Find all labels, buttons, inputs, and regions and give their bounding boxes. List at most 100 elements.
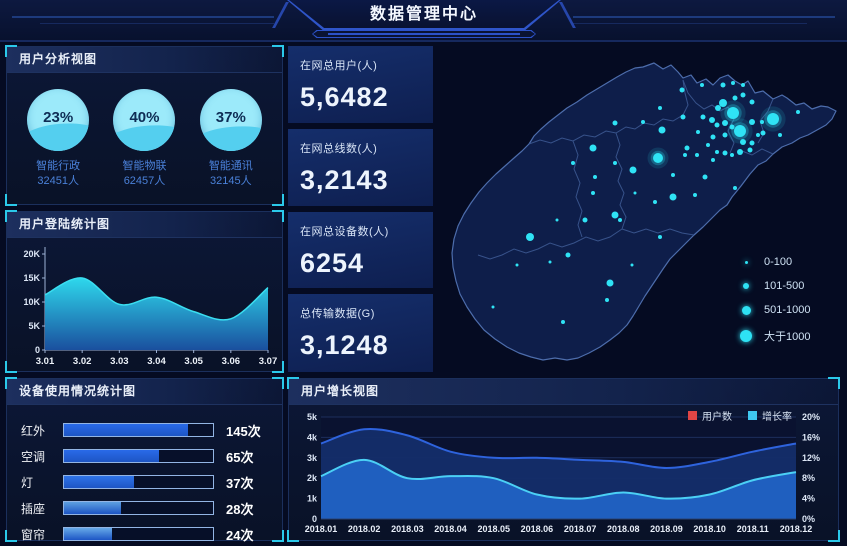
corner-bracket: [272, 194, 284, 206]
legend-item-users[interactable]: 用户数: [688, 408, 732, 423]
axis-label: 2018.05: [477, 524, 510, 534]
map-point: [719, 99, 727, 107]
stat-card-value: 6254: [300, 248, 365, 278]
growth-area-chart: 0 1k 2k 3k 4k 5k 0% 4% 8% 12% 16% 20% 2018.01 2018.02…: [305, 412, 820, 534]
axis-label: 2018.08: [607, 524, 640, 534]
map-point: [734, 125, 746, 137]
map-point: [737, 149, 743, 155]
gauge-admin: 23% 智能行政 32451人: [20, 89, 96, 189]
gauge-percent: 23%: [43, 109, 74, 126]
map-point: [653, 153, 663, 163]
map-point: [760, 120, 764, 124]
axis-label: 3.05: [184, 356, 203, 367]
legend-label: 501-1000: [764, 304, 811, 316]
map-point: [611, 211, 619, 219]
axis-label: 5K: [28, 321, 40, 331]
map-point: [653, 200, 657, 204]
growth-chart-legend: 用户数 增长率: [688, 408, 792, 423]
device-bar-fill: [64, 502, 121, 514]
header-plate-fill: [289, 0, 559, 28]
panel-title-user-analysis: 用户分析视图: [7, 47, 282, 73]
axis-label: 2k: [307, 473, 318, 483]
panel-login-stats: 用户登陆统计图 0 5K 10K 15K 20K 3.01 3.02 3.03 3.04 3.05…: [5, 210, 284, 373]
map-point: [641, 120, 645, 124]
legend-label: 大于1000: [764, 331, 811, 343]
axis-label: 3.01: [36, 356, 55, 367]
device-bar-row: 灯 37次: [21, 474, 268, 491]
map-point: [612, 120, 618, 126]
device-bar-list: 红外 145次 空调 65次 灯 37次 插座 28次 窗帘 24次: [7, 405, 282, 543]
legend-dot-icon: [743, 283, 749, 289]
gauge-row: 23% 智能行政 32451人 40% 智能物联 62457人 37%: [7, 73, 282, 189]
legend-dot-icon: [738, 283, 754, 289]
device-label: 窗帘: [21, 527, 46, 542]
axis-label: 2018.04: [434, 524, 467, 534]
axis-label: 3.03: [110, 356, 129, 367]
map-point: [593, 175, 597, 179]
login-area: [45, 277, 268, 350]
axis-label: 20K: [23, 249, 40, 259]
device-label: 红外: [21, 423, 46, 438]
legend-label: 增长率: [762, 412, 792, 423]
map-point: [709, 117, 715, 123]
gauge-percent: 37%: [215, 109, 246, 126]
axis-label: 3.07: [259, 356, 278, 367]
axis-label: 1k: [307, 494, 318, 504]
axis-label: 2018.02: [348, 524, 381, 534]
map-point: [711, 158, 715, 162]
legend-label: 用户数: [702, 412, 732, 423]
map-point: [684, 145, 690, 151]
axis-label: 3.06: [222, 356, 241, 367]
map-point: [756, 133, 760, 137]
header-decor-line-right-2: [573, 23, 807, 24]
axis-label: 2018.11: [737, 524, 769, 534]
map-point: [680, 114, 686, 120]
device-bar-track: [63, 527, 214, 541]
map-point: [515, 263, 519, 267]
map-point: [706, 143, 710, 147]
map-legend-item: 501-1000: [738, 304, 811, 316]
map-size-legend: 0-100 101-500 501-1000 大于1000: [738, 256, 811, 344]
panel-user-analysis: 用户分析视图 23% 智能行政 32451人 40% 智能物联 62457人: [5, 45, 284, 206]
map-point: [720, 82, 726, 88]
device-bar-track: [63, 449, 214, 463]
legend-item-growth[interactable]: 增长率: [748, 408, 792, 423]
liquid-gauge-icon: 40%: [113, 89, 176, 151]
axis-label: 3k: [307, 453, 318, 463]
map-point: [729, 124, 735, 130]
legend-dot-icon: [738, 330, 754, 342]
map-point: [591, 191, 595, 195]
corner-bracket: [272, 377, 284, 389]
stat-card-total-devices: 在网总设备数(人) 6254: [288, 212, 433, 288]
corner-bracket: [272, 361, 284, 373]
map-point: [630, 263, 634, 267]
map-point: [715, 150, 719, 154]
corner-bracket: [828, 377, 840, 389]
map-point: [589, 144, 597, 152]
header: 数据管理中心: [0, 0, 847, 42]
map-point: [618, 218, 622, 222]
gauge-label: 智能行政: [36, 160, 81, 172]
gauge-count: 32451人: [37, 175, 79, 187]
legend-growth-swatch-icon: [748, 411, 757, 420]
corner-bracket: [287, 530, 299, 542]
map-point: [727, 107, 739, 119]
corner-bracket: [272, 530, 284, 542]
corner-bracket: [5, 210, 17, 222]
device-label: 空调: [21, 449, 46, 464]
map-point: [491, 305, 495, 309]
axis-label: 2018.03: [391, 524, 424, 534]
map-svg: [451, 62, 837, 361]
region-map: 0-100 101-500 501-1000 大于1000: [430, 44, 847, 376]
axis-label: 3.04: [147, 356, 166, 367]
map-legend-item: 大于1000: [738, 328, 811, 344]
map-point: [749, 140, 755, 146]
legend-dot-icon: [738, 305, 754, 315]
axis-label: 2018.12: [780, 524, 813, 534]
map-scatter-points: [491, 81, 800, 324]
map-point: [561, 320, 565, 324]
map-point: [658, 106, 662, 110]
axis-label: 0: [312, 514, 317, 524]
legend-users-swatch-icon: [688, 411, 697, 420]
legend-label: 101-500: [764, 280, 805, 292]
